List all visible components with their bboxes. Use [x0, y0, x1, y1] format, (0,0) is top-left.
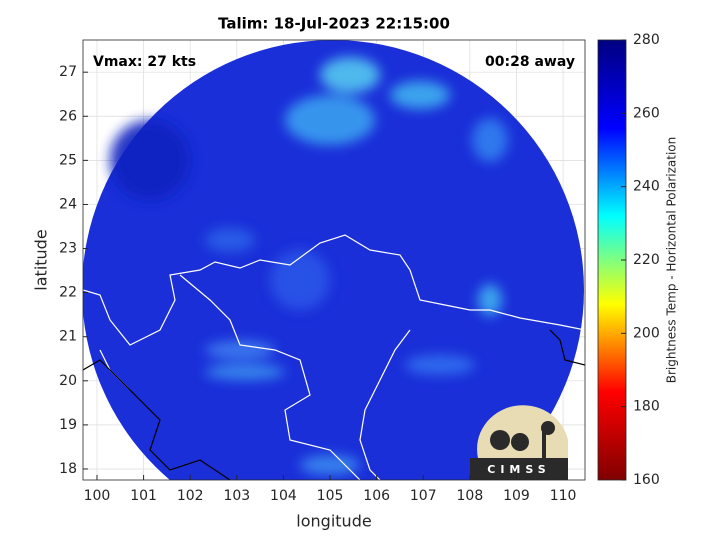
y-tick-label: 24	[59, 196, 77, 212]
x-tick-label: 103	[223, 488, 250, 504]
x-tick-label: 100	[84, 488, 111, 504]
y-tick-label: 25	[59, 152, 77, 168]
x-tick-label: 104	[270, 488, 297, 504]
y-tick-label: 20	[59, 373, 77, 389]
y-axis-label: latitude	[32, 229, 51, 290]
y-tick-label: 22	[59, 285, 77, 301]
x-tick-label: 109	[503, 488, 530, 504]
y-tick-label: 21	[59, 329, 77, 345]
y-tick-label: 19	[59, 417, 77, 433]
x-tick-label: 105	[317, 488, 344, 504]
x-tick-label: 107	[410, 488, 437, 504]
y-tick-label: 18	[59, 461, 77, 477]
logo-text: CIMSS	[487, 463, 550, 476]
satellite-image	[83, 40, 585, 480]
annotation: Vmax: 27 kts	[93, 54, 196, 70]
chart-title: Talim: 18-Jul-2023 22:15:00	[218, 15, 450, 33]
logo: CIMSS	[470, 405, 568, 480]
plot-frame	[82, 39, 586, 481]
y-tick-label: 26	[59, 108, 77, 124]
y-tick-label: 27	[59, 64, 77, 80]
colorbar-tick-label: 220	[633, 252, 660, 268]
x-tick-label: 108	[457, 488, 484, 504]
x-tick-label: 106	[363, 488, 390, 504]
annotation: 00:28 away	[485, 54, 575, 70]
x-tick-label: 102	[177, 488, 204, 504]
x-tick-label: 101	[130, 488, 157, 504]
x-tick-label: 110	[550, 488, 577, 504]
y-tick-label: 23	[59, 241, 77, 257]
colorbar-tick-label: 160	[633, 472, 660, 488]
colorbar-tick-label: 260	[633, 105, 660, 121]
colorbar-tick-label: 180	[633, 399, 660, 415]
x-axis-label: longitude	[296, 512, 371, 531]
colorbar-label: Brightness Temp - Horizontal Polarizatio…	[665, 137, 679, 384]
colorbar-tick-label: 280	[633, 32, 660, 48]
colorbar-tick-label: 240	[633, 179, 660, 195]
colorbar-tick-label: 200	[633, 325, 660, 341]
